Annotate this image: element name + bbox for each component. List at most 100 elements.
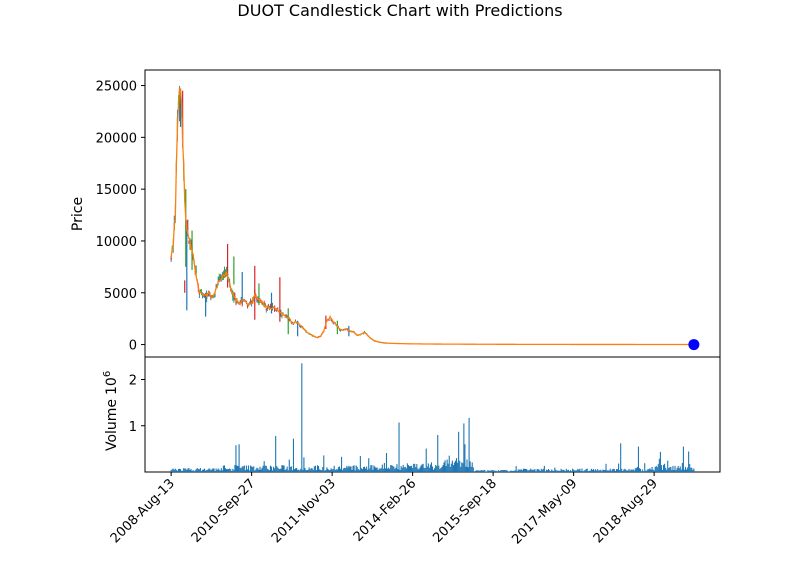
volume-bar <box>444 460 446 472</box>
volume-bar <box>251 466 253 472</box>
candle-body <box>214 294 216 295</box>
price-panel: 0 5000 10000 15000 20000 25000 Price <box>70 69 721 358</box>
volume-bar <box>599 470 601 472</box>
candle-body <box>328 319 330 321</box>
volume-bar <box>676 467 678 472</box>
volume-bar <box>419 467 421 472</box>
volume-bar <box>667 460 669 472</box>
volume-bar <box>405 468 407 472</box>
candle-body <box>219 276 221 278</box>
volume-bar <box>374 466 376 472</box>
volume-bar <box>321 470 323 472</box>
volume-bar <box>271 470 274 472</box>
volume-bar <box>505 470 507 472</box>
volume-bar <box>429 464 431 472</box>
volume-bar <box>541 469 543 472</box>
volume-bar <box>557 470 559 472</box>
volume-bar <box>269 465 272 472</box>
volume-bar <box>197 468 199 472</box>
volume-bar <box>233 470 235 472</box>
volume-bar <box>458 431 460 472</box>
volume-bar <box>417 468 419 472</box>
volume-bar <box>447 463 449 472</box>
candle-body <box>261 302 263 305</box>
price-y-tick-label: 5000 <box>104 287 137 302</box>
volume-bar <box>415 467 417 472</box>
candle-body <box>178 93 181 106</box>
volume-bar <box>181 470 183 472</box>
volume-bar <box>171 469 173 472</box>
volume-bar <box>202 469 205 472</box>
volume-bar <box>515 466 517 472</box>
volume-bar <box>490 470 492 472</box>
x-tick-label: 2015-Sep-18 <box>430 476 500 546</box>
volume-bar <box>678 468 680 472</box>
volume-bar <box>589 470 591 472</box>
volume-scale-base: 10 <box>104 377 120 395</box>
volume-bar <box>453 462 456 472</box>
volume-bar <box>298 469 300 472</box>
volume-bar <box>463 423 465 472</box>
volume-bar <box>409 466 412 472</box>
volume-bar <box>324 470 326 472</box>
volume-bar <box>507 471 509 472</box>
volume-bar <box>390 465 392 472</box>
volume-bar <box>398 422 400 472</box>
volume-bar <box>570 471 573 472</box>
volume-bar <box>587 471 589 472</box>
volume-bar <box>659 451 661 472</box>
volume-bar <box>495 470 497 472</box>
volume-bar <box>593 470 596 472</box>
volume-bar <box>690 467 692 472</box>
volume-bar <box>688 451 690 472</box>
volume-bar <box>646 470 648 472</box>
volume-bar <box>322 467 324 472</box>
volume-bar <box>473 471 475 472</box>
volume-bar <box>546 470 549 472</box>
volume-bar <box>313 466 315 472</box>
volume-bar <box>351 469 353 472</box>
volume-bar <box>679 466 681 472</box>
volume-bar <box>435 465 437 472</box>
volume-bar <box>467 467 469 472</box>
volume-bar <box>340 456 343 472</box>
volume-bar <box>484 469 486 472</box>
volume-bar <box>242 466 244 472</box>
volume-bar <box>299 470 301 472</box>
volume-bar <box>637 446 640 472</box>
volume-bar <box>478 470 481 472</box>
volume-bar <box>213 468 215 472</box>
volume-bar <box>524 468 527 472</box>
volume-bar <box>285 469 287 472</box>
volume-bar <box>408 466 411 472</box>
volume-bar <box>657 464 659 472</box>
volume-bar <box>344 467 346 472</box>
volume-bar <box>188 468 190 472</box>
volume-bar <box>220 468 222 472</box>
volume-bar <box>579 468 581 472</box>
volume-bar <box>583 470 585 472</box>
volume-bar <box>616 469 619 472</box>
volume-bar <box>407 465 410 472</box>
volume-bar <box>655 465 657 472</box>
chart-title: DUOT Candlestick Chart with Predictions <box>237 1 562 20</box>
x-tick-label: 2010-Sep-27 <box>189 476 259 546</box>
volume-bar <box>368 458 370 472</box>
volume-bar <box>420 465 422 472</box>
volume-bar <box>199 467 201 472</box>
volume-bar <box>325 470 327 472</box>
volume-bar <box>527 470 529 472</box>
volume-bar <box>672 466 674 472</box>
volume-bar <box>449 466 451 472</box>
volume-bar <box>268 470 270 472</box>
volume-axis-label: Volume <box>104 399 120 451</box>
volume-bar <box>399 470 401 472</box>
volume-bar <box>625 469 627 472</box>
volume-bar <box>558 470 560 472</box>
volume-scale-label: 106 <box>102 371 120 395</box>
candle-body <box>260 301 262 303</box>
candle-body <box>215 286 217 288</box>
volume-bar <box>395 467 397 472</box>
volume-bar <box>300 468 302 472</box>
volume-bar <box>662 464 665 472</box>
